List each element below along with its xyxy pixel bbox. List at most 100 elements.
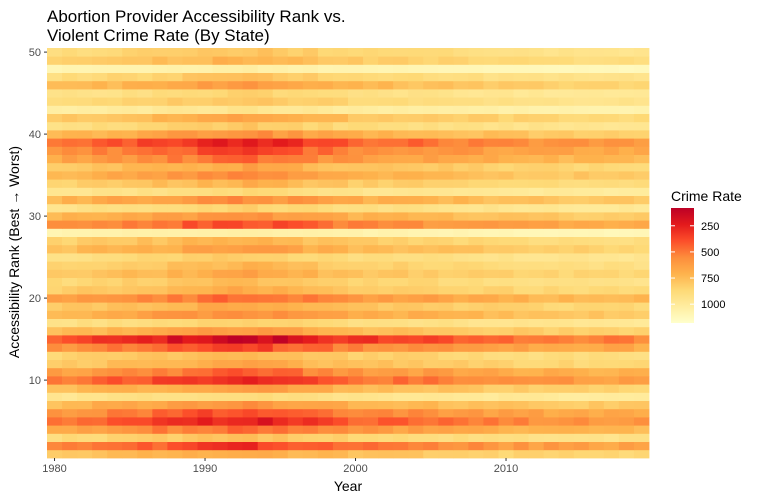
heatmap-cell (137, 326, 153, 336)
heatmap-cell (257, 425, 274, 434)
heatmap-cell (182, 56, 198, 65)
heatmap-cell (92, 64, 108, 73)
heatmap-cell (483, 72, 499, 82)
heatmap-cell (588, 154, 605, 164)
heatmap-cell (167, 80, 183, 90)
heatmap-cell (618, 154, 635, 164)
heatmap-cell (528, 269, 545, 278)
heatmap-cell (483, 294, 499, 303)
heatmap-cell (393, 89, 409, 98)
heatmap-cell (468, 277, 484, 287)
heatmap-cell (558, 212, 575, 221)
heatmap-cell (543, 408, 560, 418)
heatmap-cell (77, 376, 93, 385)
heatmap-cell (468, 64, 484, 73)
heatmap-cell (92, 253, 108, 262)
heatmap-cell (122, 441, 138, 451)
heatmap-cell (242, 187, 259, 196)
heatmap-cell (92, 367, 108, 377)
heatmap-cell (363, 400, 379, 410)
heatmap-cell (483, 146, 499, 155)
heatmap-cell (348, 80, 364, 90)
heatmap-cell (498, 351, 514, 360)
heatmap-cell (618, 351, 635, 360)
heatmap-cell (272, 408, 289, 418)
heatmap-cell (603, 72, 620, 82)
heatmap-cell (588, 89, 605, 98)
heatmap-cell (633, 425, 650, 434)
heatmap-cell (167, 277, 183, 287)
heatmap-cell (332, 236, 349, 246)
heatmap-cell (257, 154, 274, 164)
heatmap-cell (272, 113, 289, 123)
heatmap-cell (453, 384, 469, 393)
heatmap-cell (408, 261, 424, 270)
heatmap-cell (483, 80, 499, 90)
heatmap-cell (137, 220, 153, 229)
heatmap-cell (483, 318, 499, 328)
heatmap-cell (408, 417, 424, 426)
heatmap-cell (513, 72, 529, 82)
heatmap-cell (212, 48, 228, 57)
heatmap-cell (363, 48, 379, 57)
heatmap-cell (453, 171, 469, 180)
heatmap-cell (227, 121, 244, 131)
heatmap-cell (543, 261, 560, 270)
heatmap-cell (363, 97, 379, 106)
heatmap-cell (317, 162, 334, 172)
heatmap-cell (513, 343, 529, 352)
heatmap-cell (137, 236, 153, 246)
heatmap-cell (468, 449, 484, 459)
heatmap-cell (137, 64, 153, 73)
heatmap-cell (408, 130, 424, 139)
heatmap-cell (272, 302, 289, 311)
heatmap-cell (408, 302, 424, 311)
heatmap-cell (438, 121, 454, 131)
heatmap-cell (332, 195, 349, 205)
heatmap-cell (242, 400, 259, 410)
heatmap-cell (618, 400, 635, 410)
heatmap-cell (122, 195, 138, 205)
heatmap-cell (332, 121, 349, 131)
heatmap-cell (167, 236, 183, 246)
heatmap-cell (227, 285, 244, 295)
heatmap-cell (408, 253, 424, 262)
heatmap-cell (137, 179, 153, 188)
heatmap-cell (242, 48, 259, 57)
heatmap-cell (47, 326, 63, 336)
heatmap-cell (408, 392, 424, 401)
heatmap-cell (588, 417, 605, 426)
heatmap-cell (272, 425, 289, 434)
y-axis-title: Accessibility Rank (Best → Worst) (6, 146, 22, 358)
heatmap-cell (408, 400, 424, 410)
heatmap-cell (453, 376, 469, 385)
heatmap-cell (618, 425, 635, 434)
heatmap-cell (212, 326, 228, 336)
heatmap-cell (302, 417, 319, 426)
heatmap-cell (47, 171, 63, 180)
heatmap-cell (453, 212, 469, 221)
heatmap-cell (302, 203, 319, 213)
heatmap-cell (378, 359, 394, 369)
heatmap-cell (47, 80, 63, 90)
heatmap-cell (393, 449, 409, 459)
heatmap-cell (122, 121, 138, 131)
heatmap-cell (317, 97, 334, 106)
heatmap-cell (227, 449, 244, 459)
heatmap-cell (423, 384, 439, 393)
heatmap-cell (633, 80, 650, 90)
heatmap-cell (137, 351, 153, 360)
heatmap-cell (227, 72, 244, 82)
heatmap-cell (348, 154, 364, 164)
heatmap-cell (152, 441, 168, 451)
heatmap-cell (182, 277, 198, 287)
heatmap-cell (287, 89, 304, 98)
heatmap-cell (573, 376, 590, 385)
heatmap-cell (47, 56, 63, 65)
heatmap-cell (92, 376, 108, 385)
heatmap-cell (287, 179, 304, 188)
heatmap-cells (47, 48, 650, 459)
heatmap-cell (453, 89, 469, 98)
heatmap-cell (603, 64, 620, 73)
heatmap-cell (363, 433, 379, 442)
